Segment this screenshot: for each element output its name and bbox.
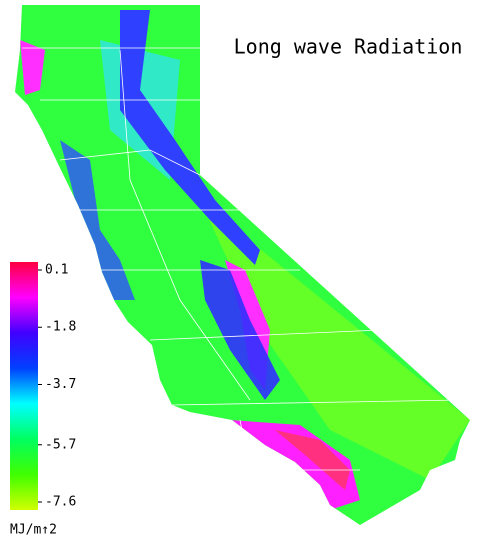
colorbar-tick-label: -3.7 [45,377,76,392]
colorbar-tick-label: -5.7 [45,437,76,452]
county-lines [22,47,461,471]
colorbar-tick-label: 0.1 [45,263,68,278]
map-title: Long wave Radiation [234,35,463,59]
colorbar [10,262,38,510]
colorbar-tick-label: -7.6 [45,495,76,510]
colorbar-unit: MJ/m↑2 [10,523,57,538]
colorbar-tick-label: -1.8 [45,320,76,335]
